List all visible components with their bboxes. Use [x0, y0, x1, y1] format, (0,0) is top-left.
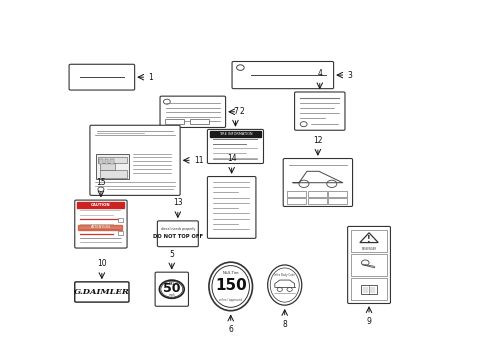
Bar — [307, 198, 326, 204]
Text: 50: 50 — [163, 282, 180, 295]
Text: CAUTION: CAUTION — [91, 203, 110, 207]
Text: 11: 11 — [194, 156, 203, 165]
Bar — [307, 191, 326, 197]
FancyBboxPatch shape — [69, 64, 134, 90]
Text: PASSENGER: PASSENGER — [361, 247, 376, 251]
Bar — [100, 170, 127, 178]
Bar — [327, 191, 346, 197]
FancyBboxPatch shape — [347, 226, 389, 303]
Text: DO NOT TOP OFF: DO NOT TOP OFF — [152, 234, 203, 239]
FancyBboxPatch shape — [294, 92, 344, 130]
Text: ATTENTION: ATTENTION — [91, 225, 111, 229]
Text: Infra Body Code: Infra Body Code — [274, 273, 295, 276]
Text: 15: 15 — [96, 177, 105, 186]
Text: 1: 1 — [148, 73, 153, 82]
FancyBboxPatch shape — [207, 176, 255, 238]
Text: MAX: MAX — [168, 282, 175, 286]
Bar — [351, 254, 386, 276]
Bar — [96, 153, 129, 179]
Bar — [118, 219, 122, 222]
Bar — [99, 159, 102, 164]
Bar — [98, 157, 127, 163]
Bar — [189, 119, 208, 124]
FancyBboxPatch shape — [75, 282, 129, 302]
Text: 5: 5 — [169, 249, 174, 258]
Bar — [287, 198, 306, 204]
Text: 3: 3 — [347, 71, 352, 80]
Bar — [110, 159, 114, 164]
Bar — [165, 119, 184, 124]
Ellipse shape — [211, 266, 249, 307]
Text: mph: mph — [168, 293, 175, 297]
FancyBboxPatch shape — [232, 62, 333, 89]
Text: 12: 12 — [312, 136, 322, 145]
FancyBboxPatch shape — [207, 129, 263, 163]
Bar — [361, 285, 376, 294]
Text: G.DAIMLER: G.DAIMLER — [74, 288, 129, 296]
Text: N&S-Tire: N&S-Tire — [222, 271, 239, 275]
Bar — [287, 191, 306, 197]
Bar — [104, 159, 108, 164]
Text: miles / approved: miles / approved — [219, 298, 242, 302]
FancyBboxPatch shape — [160, 96, 225, 127]
Bar — [210, 131, 260, 137]
Text: 2: 2 — [239, 107, 244, 116]
Bar — [351, 278, 386, 300]
Bar — [78, 225, 122, 230]
Text: 8: 8 — [282, 320, 286, 329]
FancyBboxPatch shape — [155, 272, 188, 306]
Ellipse shape — [270, 268, 299, 302]
Text: 13: 13 — [173, 198, 183, 207]
Text: 9: 9 — [366, 317, 371, 326]
Text: 4: 4 — [317, 69, 322, 78]
Bar — [77, 202, 124, 208]
Text: diesel needs properly: diesel needs properly — [161, 227, 195, 231]
Text: 7: 7 — [233, 107, 237, 116]
Bar — [118, 231, 122, 235]
Text: 6: 6 — [228, 325, 233, 334]
Text: !: ! — [366, 235, 370, 244]
Text: 14: 14 — [226, 154, 236, 163]
FancyBboxPatch shape — [75, 200, 127, 248]
Text: 150: 150 — [214, 278, 246, 293]
FancyBboxPatch shape — [283, 158, 352, 207]
Bar — [100, 163, 115, 170]
Text: 10: 10 — [97, 259, 106, 268]
Bar — [327, 198, 346, 204]
Bar — [351, 230, 386, 252]
FancyBboxPatch shape — [90, 125, 180, 195]
FancyBboxPatch shape — [157, 221, 198, 247]
Text: TIRE INFORMATION: TIRE INFORMATION — [218, 132, 252, 136]
